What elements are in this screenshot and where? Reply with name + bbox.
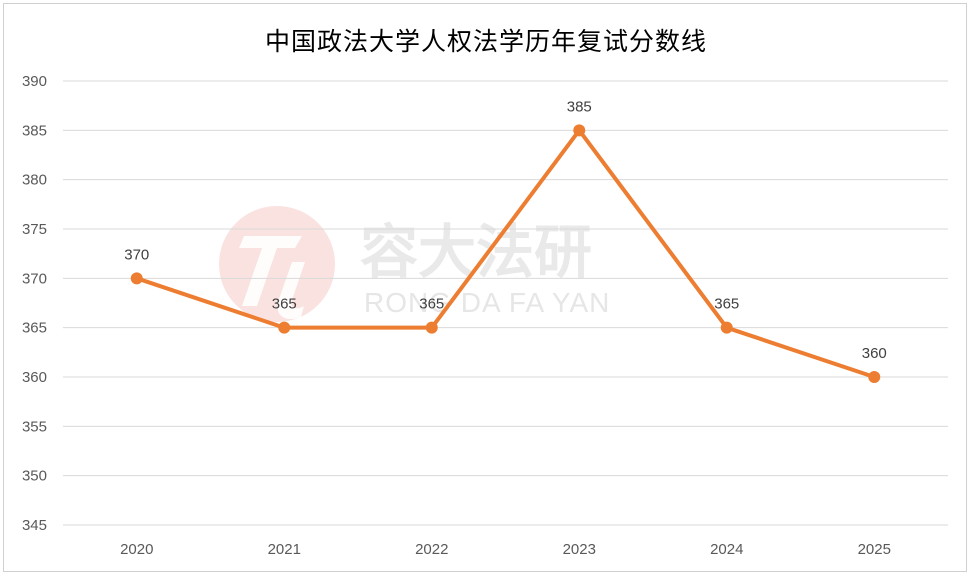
y-tick-label: 360 (22, 369, 47, 386)
data-point (278, 322, 290, 334)
data-label: 365 (714, 296, 739, 313)
x-tick-label: 2024 (710, 541, 743, 558)
data-label: 370 (124, 246, 149, 263)
y-axis: 345 350 355 360 365 370 375 380 385 390 (22, 73, 47, 534)
data-point (131, 272, 143, 284)
y-tick-label: 345 (22, 517, 47, 534)
y-tick-label: 365 (22, 320, 47, 337)
data-point (868, 371, 880, 383)
watermark-chinese-text: 容大法研 (360, 218, 592, 286)
y-tick-label: 375 (22, 221, 47, 238)
y-tick-label: 390 (22, 73, 47, 90)
x-tick-label: 2020 (120, 541, 153, 558)
data-label: 365 (419, 296, 444, 313)
x-tick-label: 2025 (858, 541, 891, 558)
y-tick-label: 380 (22, 172, 47, 189)
x-tick-label: 2021 (268, 541, 301, 558)
data-point (426, 322, 438, 334)
x-axis: 2020 2021 2022 2023 2024 2025 (120, 541, 891, 558)
y-tick-label: 350 (22, 468, 47, 485)
data-point (573, 124, 585, 136)
x-tick-label: 2022 (415, 541, 448, 558)
data-point (721, 322, 733, 334)
data-label: 365 (272, 296, 297, 313)
y-tick-label: 370 (22, 270, 47, 287)
y-tick-label: 355 (22, 418, 47, 435)
y-tick-label: 385 (22, 122, 47, 139)
data-label: 360 (862, 345, 887, 362)
x-tick-label: 2023 (563, 541, 596, 558)
data-label: 385 (567, 98, 592, 115)
watermark-english-text: RONG DA FA YAN (364, 287, 610, 318)
